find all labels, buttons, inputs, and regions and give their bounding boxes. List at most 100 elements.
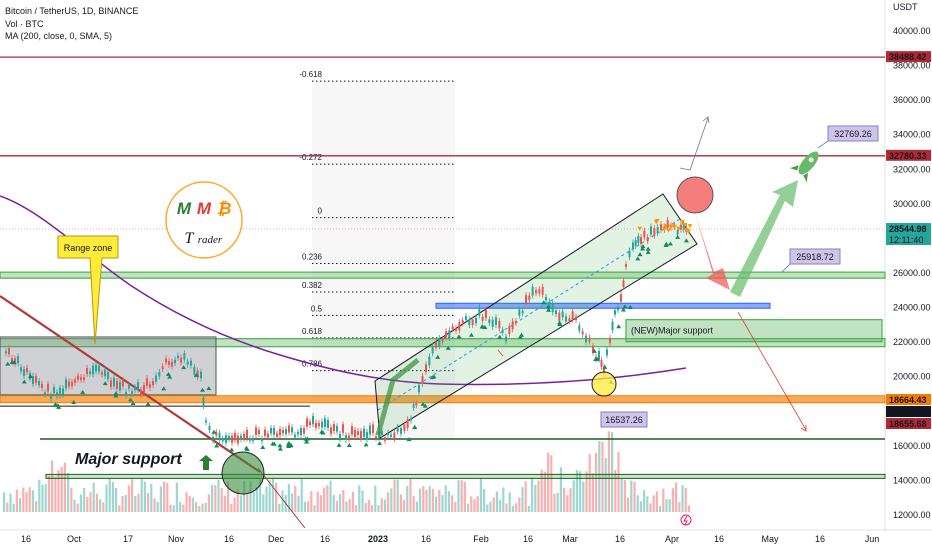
candle <box>300 428 302 436</box>
candle <box>606 349 608 356</box>
candle <box>74 379 76 383</box>
time-tick-label: 16 <box>815 534 825 544</box>
volume-indicator-label[interactable]: Vol · BTC <box>5 19 44 29</box>
candle <box>387 432 389 436</box>
volume-bar <box>294 485 297 512</box>
candle <box>634 240 637 246</box>
price-tag: 18664.43 <box>886 394 931 405</box>
volume-bar <box>220 488 223 512</box>
volume-bar <box>201 503 204 512</box>
volume-bar <box>534 484 537 512</box>
volume-bar <box>239 495 242 512</box>
candle <box>122 379 124 387</box>
candle <box>113 377 115 387</box>
volume-bar <box>505 503 508 512</box>
time-tick-label: 16 <box>523 534 533 544</box>
candle <box>425 364 427 372</box>
buy-signal-marker <box>214 443 220 448</box>
time-tick-label: 2023 <box>368 534 388 544</box>
major-support-label: Major support <box>75 451 182 468</box>
volume-bar <box>355 505 358 512</box>
buy-signal-marker <box>468 332 474 337</box>
buy-signal-marker <box>635 256 641 261</box>
candle <box>177 355 179 359</box>
candle <box>600 359 603 367</box>
sell-signal-marker <box>679 219 685 224</box>
volume-bar <box>95 493 98 512</box>
target-top-callout-pointer <box>817 140 829 149</box>
buy-signal-marker <box>113 391 119 396</box>
candle <box>35 376 37 383</box>
volume-bar <box>351 491 354 512</box>
ma-indicator-label[interactable]: MA (200, close, 0, SMA, 5) <box>5 31 113 41</box>
candle <box>62 388 64 395</box>
buy-signal-marker <box>270 441 276 446</box>
candle <box>565 316 567 322</box>
buy-signal-marker <box>645 249 651 254</box>
buy-signal-marker <box>165 371 171 376</box>
candle <box>528 295 531 300</box>
volume-bar <box>76 503 79 512</box>
candle <box>53 387 55 394</box>
buy-signal-marker <box>517 334 523 339</box>
volume-bar <box>319 495 322 512</box>
candle <box>225 435 227 443</box>
buy-signal-marker <box>80 389 86 394</box>
volume-bar <box>19 498 22 512</box>
volume-bar <box>675 482 678 512</box>
candle <box>321 421 323 428</box>
candle <box>491 319 494 327</box>
volume-bar <box>623 479 626 512</box>
candle <box>609 337 611 344</box>
candle <box>38 380 40 386</box>
time-tick-label: Dec <box>268 534 285 544</box>
candle <box>415 403 418 406</box>
volume-bar <box>57 470 60 512</box>
volume-bar <box>159 486 162 512</box>
candle <box>294 434 296 438</box>
new-major-support-label: (NEW)Major support <box>631 326 714 336</box>
buy-signal-marker <box>181 365 187 370</box>
volume-bar <box>297 495 300 512</box>
candle <box>435 341 437 348</box>
volume-bar <box>361 490 364 512</box>
buy-signal-marker <box>52 402 58 407</box>
volume-bar <box>614 470 617 512</box>
volume-bar <box>326 485 329 512</box>
candle <box>525 295 527 304</box>
volume-bar <box>124 494 127 512</box>
price-tick-label: 14000.00 <box>893 475 931 485</box>
candle <box>393 432 396 440</box>
volume-bar <box>627 497 630 512</box>
volume-bar <box>569 488 572 512</box>
time-tick-label: Mar <box>562 534 578 544</box>
buy-signal-marker <box>167 374 173 379</box>
buy-signal-marker <box>303 436 309 441</box>
volume-bar <box>393 479 396 512</box>
candle <box>535 290 537 294</box>
buy-signal-marker <box>627 304 633 309</box>
rocket-icon <box>789 151 819 183</box>
candle <box>485 309 487 319</box>
candle <box>116 380 118 389</box>
volume-bar <box>630 480 633 512</box>
volume-bar <box>492 497 495 512</box>
candle <box>270 427 272 434</box>
candle <box>637 235 640 244</box>
time-tick-label: 16 <box>320 534 330 544</box>
volume-bar <box>204 502 207 512</box>
buy-signal-marker <box>277 443 283 448</box>
candle <box>86 367 88 375</box>
buy-signal-marker <box>319 429 325 434</box>
candle <box>200 371 202 379</box>
volume-bar <box>166 482 169 512</box>
volume-bar <box>83 487 86 512</box>
sell-signal-marker <box>682 222 688 227</box>
volume-bar <box>268 480 271 512</box>
volume-bar <box>108 478 111 512</box>
time-tick-label: Nov <box>168 534 185 544</box>
projection-arrowhead <box>702 116 710 124</box>
candle <box>515 320 517 323</box>
